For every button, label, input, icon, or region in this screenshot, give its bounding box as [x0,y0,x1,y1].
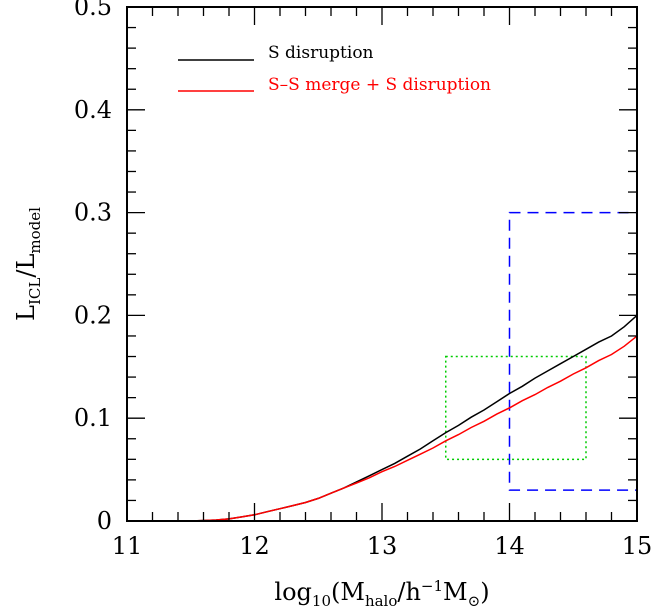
tick-labels: 11 12 13 14 15 0 0.1 0.2 0.3 0.4 0.5 [74,0,652,560]
x-tick-label: 14 [494,532,525,560]
legend: S disruption S–S merge + S disruption [178,43,491,95]
observational-boxes [445,211,638,491]
y-tick-label: 0 [97,507,112,535]
x-tick-label: 13 [367,532,398,560]
y-tick-label: 0.5 [74,0,112,21]
blue-dashed-box [508,211,638,491]
series-line-ss-merge [127,335,638,522]
y-tick-label: 0.3 [74,199,112,227]
green-dotted-box [445,355,587,461]
y-axis-title: LICL/Lmodel [12,207,44,321]
legend-label-s-disruption: S disruption [268,43,374,63]
series-lines [127,314,638,522]
y-tick-label: 0.2 [74,301,112,329]
y-tick-label: 0.4 [74,96,112,124]
plot-frame [126,6,638,522]
x-tick-label: 15 [622,532,653,560]
x-tick-label: 12 [239,532,270,560]
legend-label-ss-merge: S–S merge + S disruption [268,75,491,95]
x-tick-label: 11 [112,532,143,560]
y-tick-label: 0.1 [74,404,112,432]
x-axis-title: log10(Mhalo/h−1M⊙) [274,577,489,610]
series-line-s-disruption [127,314,638,522]
